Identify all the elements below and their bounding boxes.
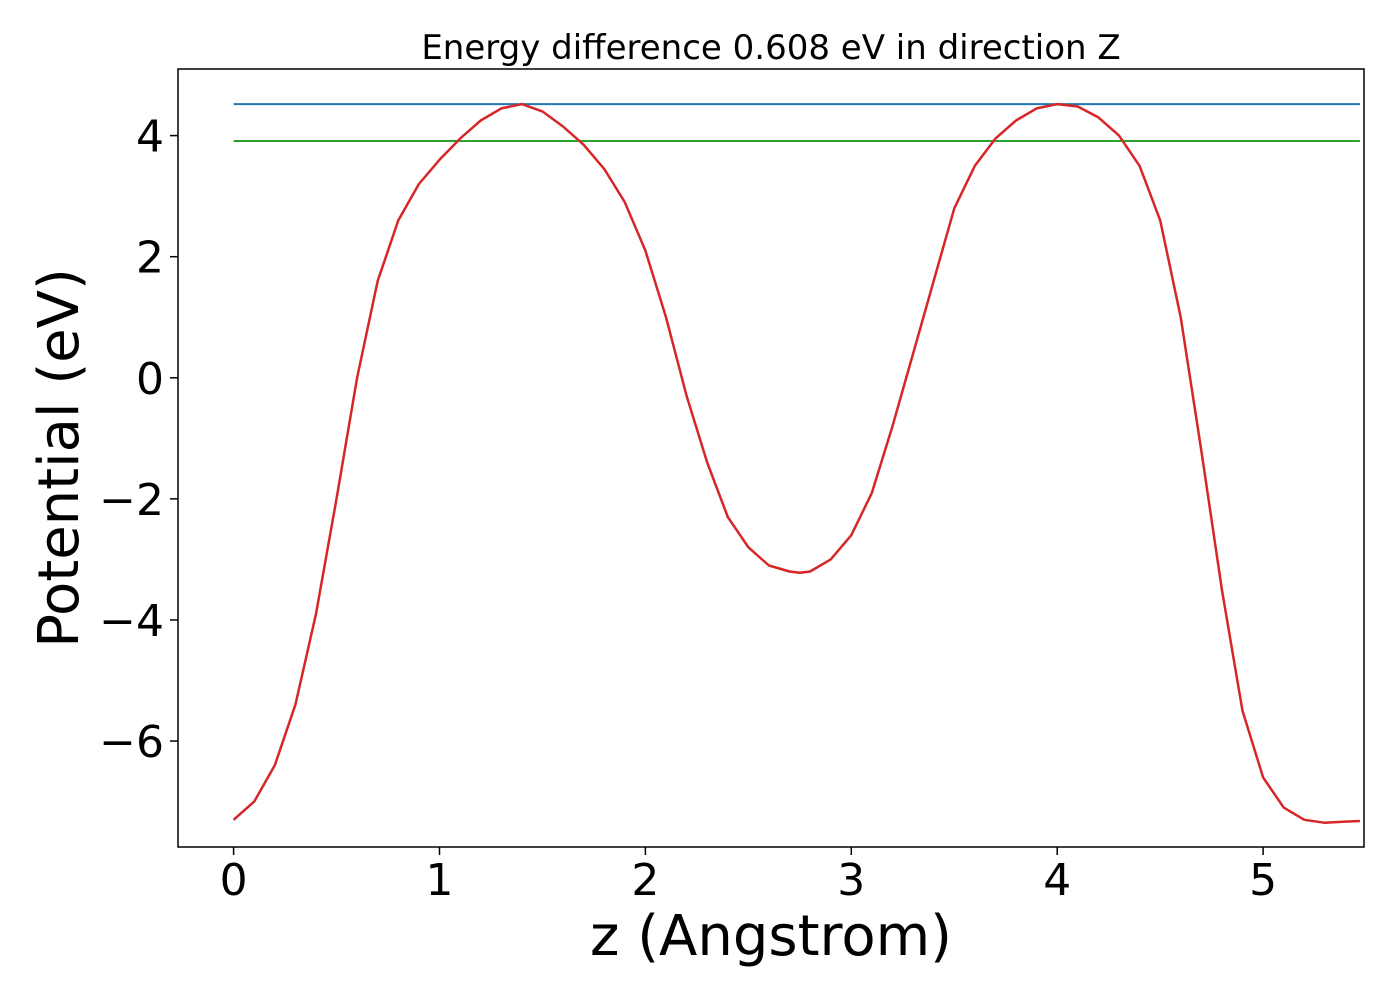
x-tick-label: 3 (837, 855, 865, 906)
y-tick-label: −4 (99, 596, 164, 647)
y-axis-ticks: −6 −4 −2 0 2 4 (99, 112, 178, 768)
x-tick-label: 1 (425, 855, 453, 906)
x-axis-label: z (Angstrom) (590, 904, 952, 969)
x-axis-ticks: 0 1 2 3 4 5 (220, 847, 1277, 906)
x-tick-label: 4 (1043, 855, 1071, 906)
y-tick-label: 2 (136, 233, 164, 284)
y-tick-label: −2 (99, 475, 164, 526)
x-tick-label: 0 (220, 855, 248, 906)
chart-title: Energy difference 0.608 eV in direction … (421, 28, 1120, 68)
series-line-3 (232, 102, 1360, 825)
y-tick-label: −6 (99, 717, 164, 768)
y-tick-label: 0 (136, 354, 164, 405)
x-tick-label: 5 (1249, 855, 1277, 906)
plot-frame (177, 68, 1365, 848)
y-tick-label: 4 (136, 112, 164, 163)
plot-lines (232, 102, 1360, 825)
y-axis-label: Potential (eV) (27, 268, 92, 648)
x-tick-label: 2 (631, 855, 659, 906)
